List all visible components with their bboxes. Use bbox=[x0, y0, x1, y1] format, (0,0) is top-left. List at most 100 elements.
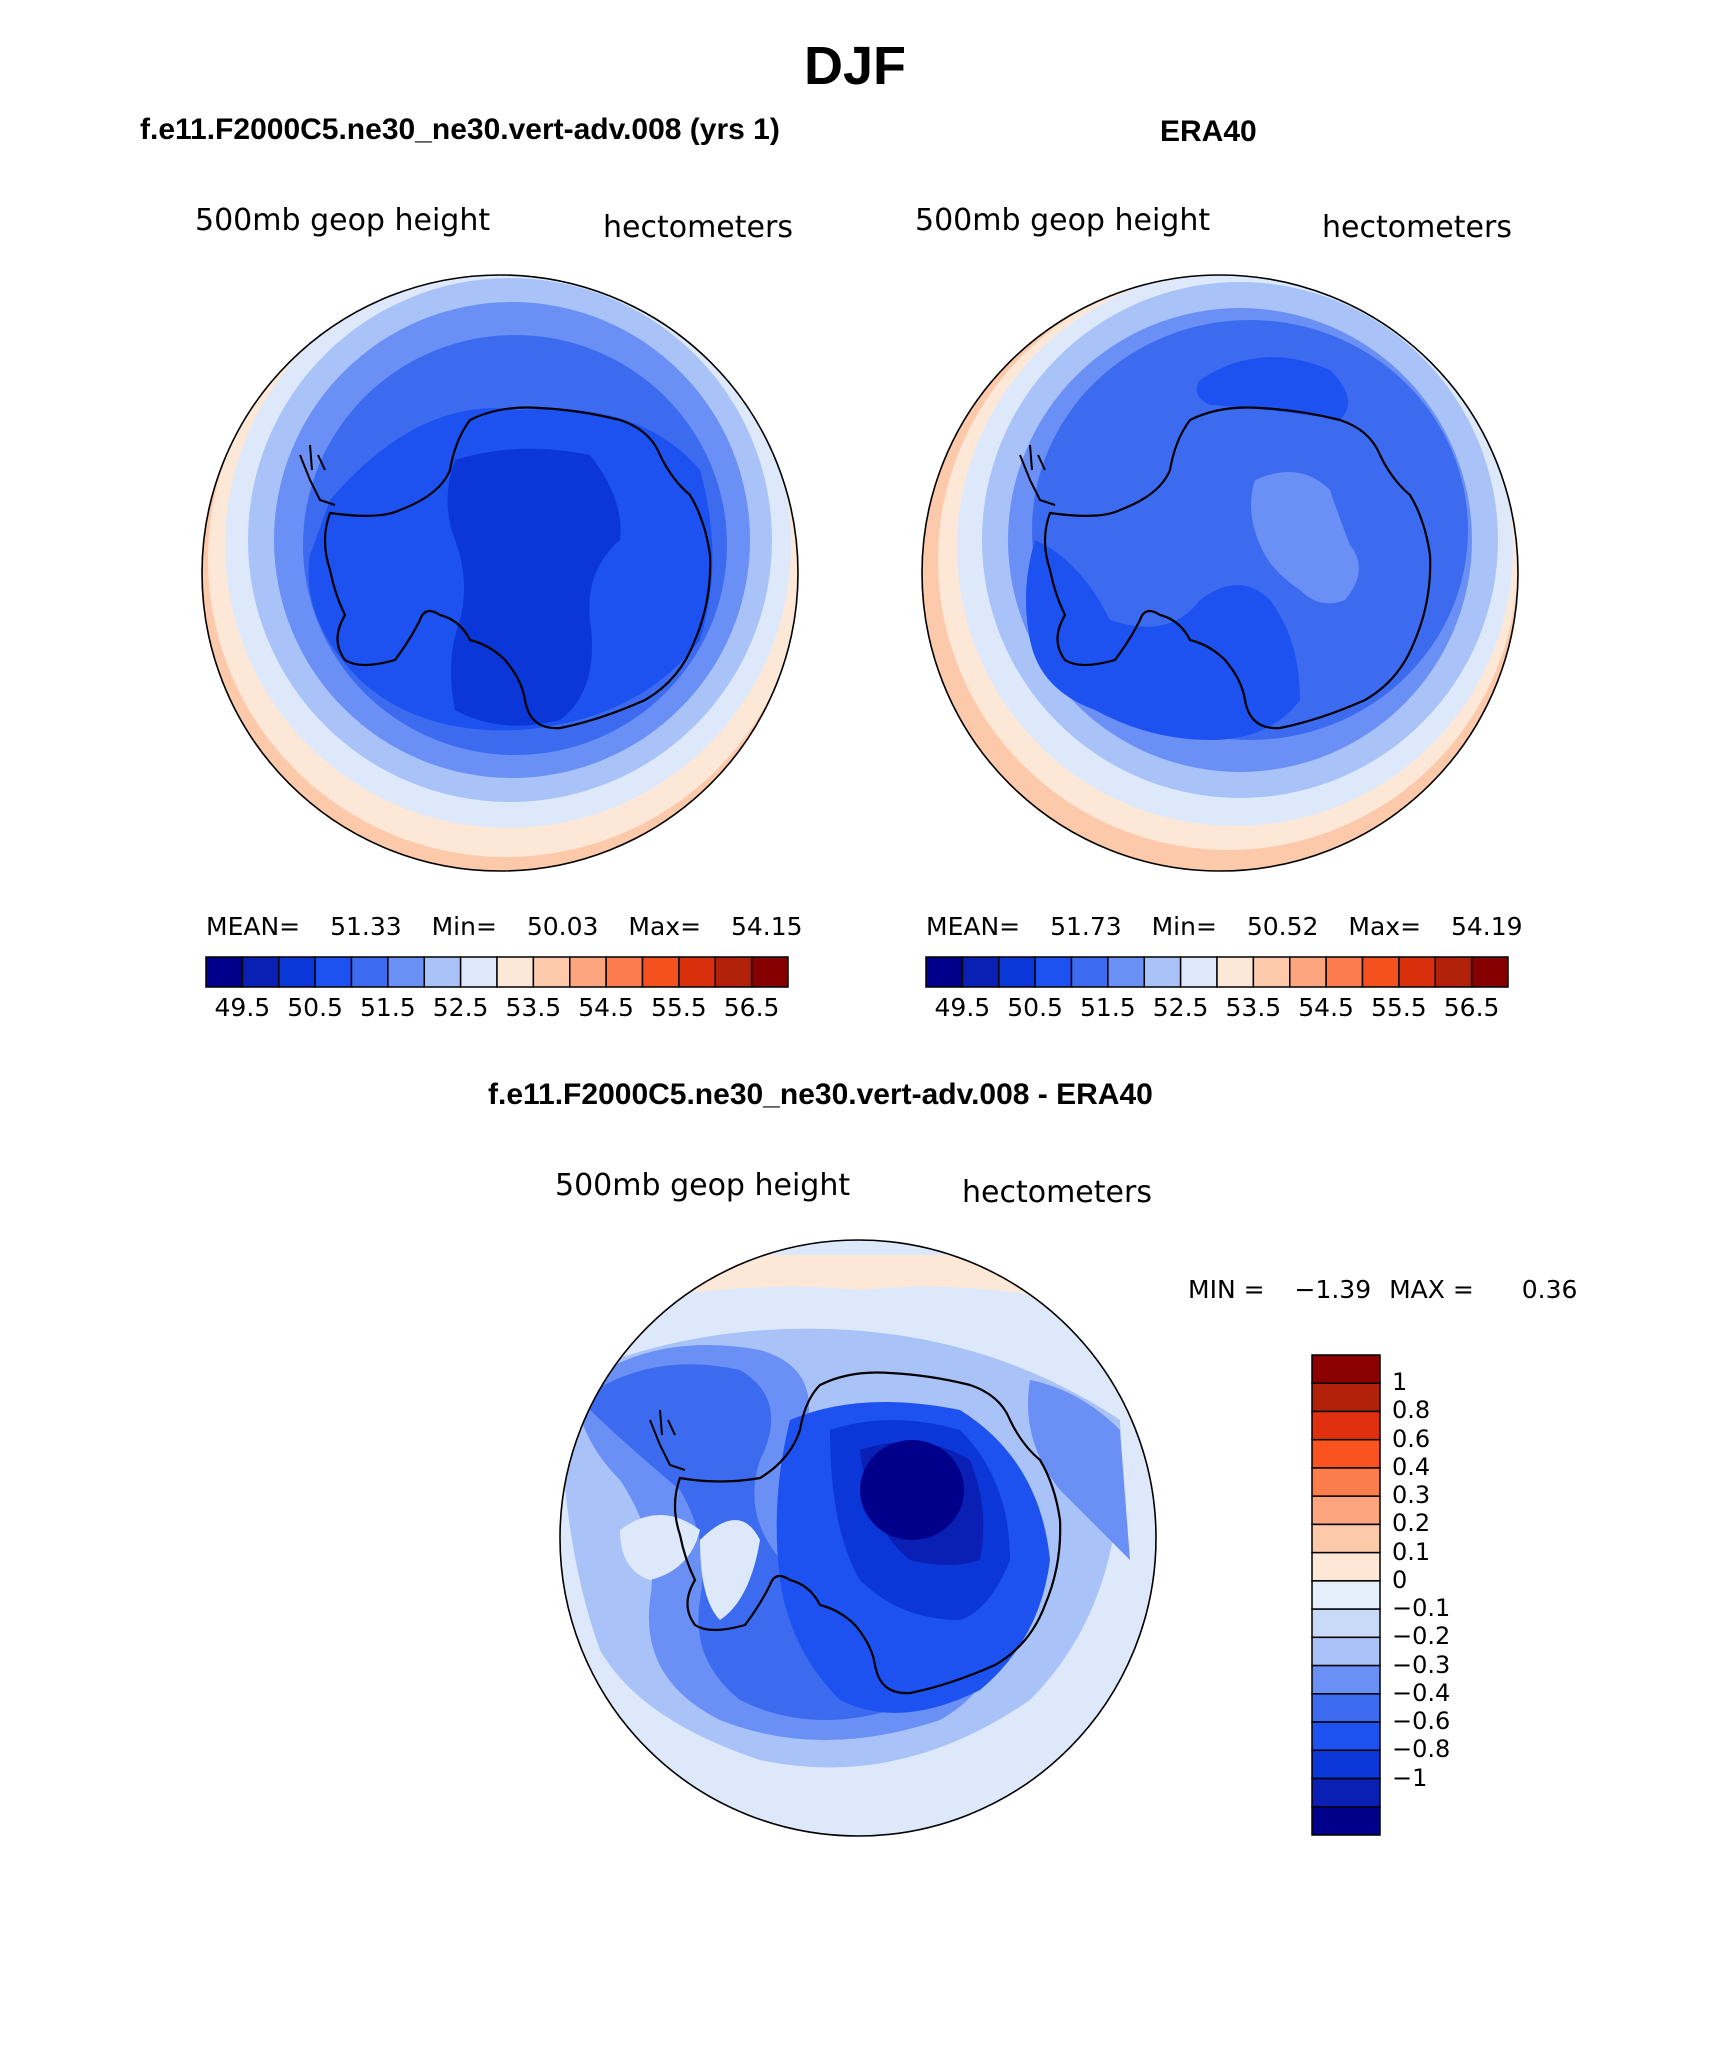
colorbar-swatch bbox=[278, 956, 316, 988]
min-label: Min= bbox=[1151, 912, 1217, 941]
antarctica-coastline-model bbox=[323, 406, 712, 730]
figure-title: DJF bbox=[803, 36, 906, 96]
panel-3-title: f.e11.F2000C5.ne30_ne30.vert-adv.008 - E… bbox=[488, 1078, 1153, 1111]
colorbar-swatch bbox=[1434, 956, 1473, 988]
colorbar-swatch bbox=[423, 956, 462, 988]
panel-2-title: ERA40 bbox=[1160, 115, 1257, 148]
max-value: 0.36 bbox=[1521, 1275, 1578, 1304]
colorbar-tick-label: 56.5 bbox=[1443, 993, 1500, 1022]
colorbar-swatch bbox=[1311, 1721, 1381, 1752]
map-model bbox=[202, 275, 798, 871]
colorbar-swatch bbox=[1325, 956, 1364, 988]
colorbar-swatch bbox=[1311, 1382, 1381, 1413]
colorbar-swatch bbox=[1216, 956, 1255, 988]
colorbar-tick-label: −0.6 bbox=[1392, 1707, 1451, 1736]
colorbar-tick-label: 50.5 bbox=[287, 993, 343, 1022]
colorbar-swatch bbox=[678, 956, 716, 988]
colorbar-swatch bbox=[1311, 1806, 1381, 1836]
colorbar-swatch bbox=[750, 956, 789, 988]
max-label: MAX = bbox=[1389, 1275, 1474, 1304]
panel-3-stats: MIN = −1.39 MAX = 0.36 bbox=[1188, 1275, 1577, 1304]
colorbar-swatch bbox=[605, 956, 644, 988]
colorbar-swatch bbox=[1311, 1354, 1381, 1384]
colorbar-swatch bbox=[387, 956, 425, 988]
colorbar-tick-label: 0.6 bbox=[1392, 1424, 1431, 1453]
colorbar-swatch bbox=[1470, 956, 1509, 988]
colorbar-swatch bbox=[961, 956, 1000, 988]
colorbar-swatch bbox=[569, 956, 607, 988]
colorbar-swatch bbox=[1311, 1467, 1381, 1497]
panel-1-title: f.e11.F2000C5.ne30_ne30.vert-adv.008 (yr… bbox=[140, 113, 780, 146]
colorbar-tick-label: −0.2 bbox=[1392, 1622, 1451, 1651]
antarctic-peninsula-model bbox=[299, 444, 336, 506]
colorbar-tick-label: 52.5 bbox=[432, 993, 489, 1022]
colorbar-swatch bbox=[205, 956, 244, 988]
colorbar-swatch bbox=[1311, 1777, 1381, 1808]
mean-value: 51.33 bbox=[330, 912, 402, 941]
antarctica-coastline-difference bbox=[673, 1371, 1062, 1695]
map-era40-border bbox=[921, 274, 1519, 872]
colorbar-swatch bbox=[1034, 956, 1073, 988]
max-label: Max= bbox=[1348, 912, 1422, 941]
colorbar-swatch bbox=[1311, 1636, 1381, 1667]
antarctica-coastline-era40 bbox=[1043, 406, 1432, 730]
colorbar-tick-label: 0.1 bbox=[1392, 1537, 1431, 1566]
colorbar-tick-label: 0 bbox=[1392, 1565, 1408, 1594]
colorbar-tick-label: −0.4 bbox=[1392, 1678, 1451, 1707]
colorbar-tick-label: 55.5 bbox=[651, 993, 707, 1022]
antarctic-peninsula-era40 bbox=[1019, 444, 1056, 506]
colorbar-swatch bbox=[641, 956, 680, 988]
map-era40 bbox=[922, 275, 1518, 871]
min-label: Min= bbox=[431, 912, 497, 941]
colorbar-swatch bbox=[1311, 1749, 1381, 1780]
colorbar-swatch bbox=[532, 956, 571, 988]
colorbar-swatch bbox=[241, 956, 280, 988]
colorbar-swatch bbox=[998, 956, 1036, 988]
colorbar-tick-label: 51.5 bbox=[360, 993, 416, 1022]
colorbar-swatch bbox=[1311, 1438, 1381, 1469]
map-difference-border bbox=[559, 1239, 1157, 1837]
map-difference bbox=[560, 1240, 1156, 1836]
colorbar-tick-label: 52.5 bbox=[1152, 993, 1209, 1022]
panel-2-stats: MEAN= 51.73 Min= 50.52 Max= 54.19 bbox=[926, 912, 1523, 941]
colorbar-model bbox=[205, 956, 789, 988]
colorbar-swatch bbox=[1398, 956, 1436, 988]
max-label: Max= bbox=[628, 912, 702, 941]
colorbar-swatch bbox=[1311, 1551, 1381, 1582]
colorbar-tick-label: 1 bbox=[1392, 1368, 1408, 1397]
colorbar-swatch bbox=[350, 956, 389, 988]
colorbar-swatch bbox=[1311, 1495, 1381, 1526]
colorbar-tick-label: 0.8 bbox=[1392, 1396, 1431, 1425]
colorbar-swatch bbox=[496, 956, 535, 988]
panel-3-left-label: 500mb geop height bbox=[555, 1168, 851, 1203]
panel-2-left-label: 500mb geop height bbox=[915, 203, 1211, 238]
colorbar-swatch bbox=[459, 956, 498, 988]
colorbar-swatch bbox=[1070, 956, 1109, 988]
colorbar-tick-label: 56.5 bbox=[723, 993, 780, 1022]
colorbar-swatch bbox=[714, 956, 753, 988]
colorbar-swatch bbox=[314, 956, 353, 988]
mean-label: MEAN= bbox=[206, 912, 301, 941]
colorbar-swatch bbox=[925, 956, 964, 988]
colorbar-swatch bbox=[1311, 1580, 1381, 1610]
mean-value: 51.73 bbox=[1050, 912, 1122, 941]
colorbar-tick-label: 54.5 bbox=[578, 993, 634, 1022]
min-value: 50.03 bbox=[526, 912, 599, 941]
map-model-border bbox=[201, 274, 799, 872]
colorbar-swatch bbox=[1311, 1693, 1381, 1723]
colorbar-tick-label: 0.2 bbox=[1392, 1509, 1431, 1538]
colorbar-swatch bbox=[1289, 956, 1327, 988]
min-label: MIN = bbox=[1188, 1275, 1265, 1304]
colorbar-tick-label: 53.5 bbox=[505, 993, 562, 1022]
colorbar-swatch bbox=[1311, 1523, 1381, 1554]
colorbar-difference bbox=[1311, 1354, 1381, 1836]
panel-2-right-label: hectometers bbox=[1322, 210, 1512, 245]
panel-1-right-label: hectometers bbox=[603, 210, 793, 245]
colorbar-tick-label: 49.5 bbox=[214, 993, 271, 1022]
colorbar-swatch bbox=[1311, 1664, 1381, 1695]
min-value: −1.39 bbox=[1294, 1275, 1372, 1304]
colorbar-swatch bbox=[1311, 1608, 1381, 1639]
antarctic-peninsula-difference bbox=[649, 1409, 686, 1471]
colorbar-swatch bbox=[1252, 956, 1291, 988]
